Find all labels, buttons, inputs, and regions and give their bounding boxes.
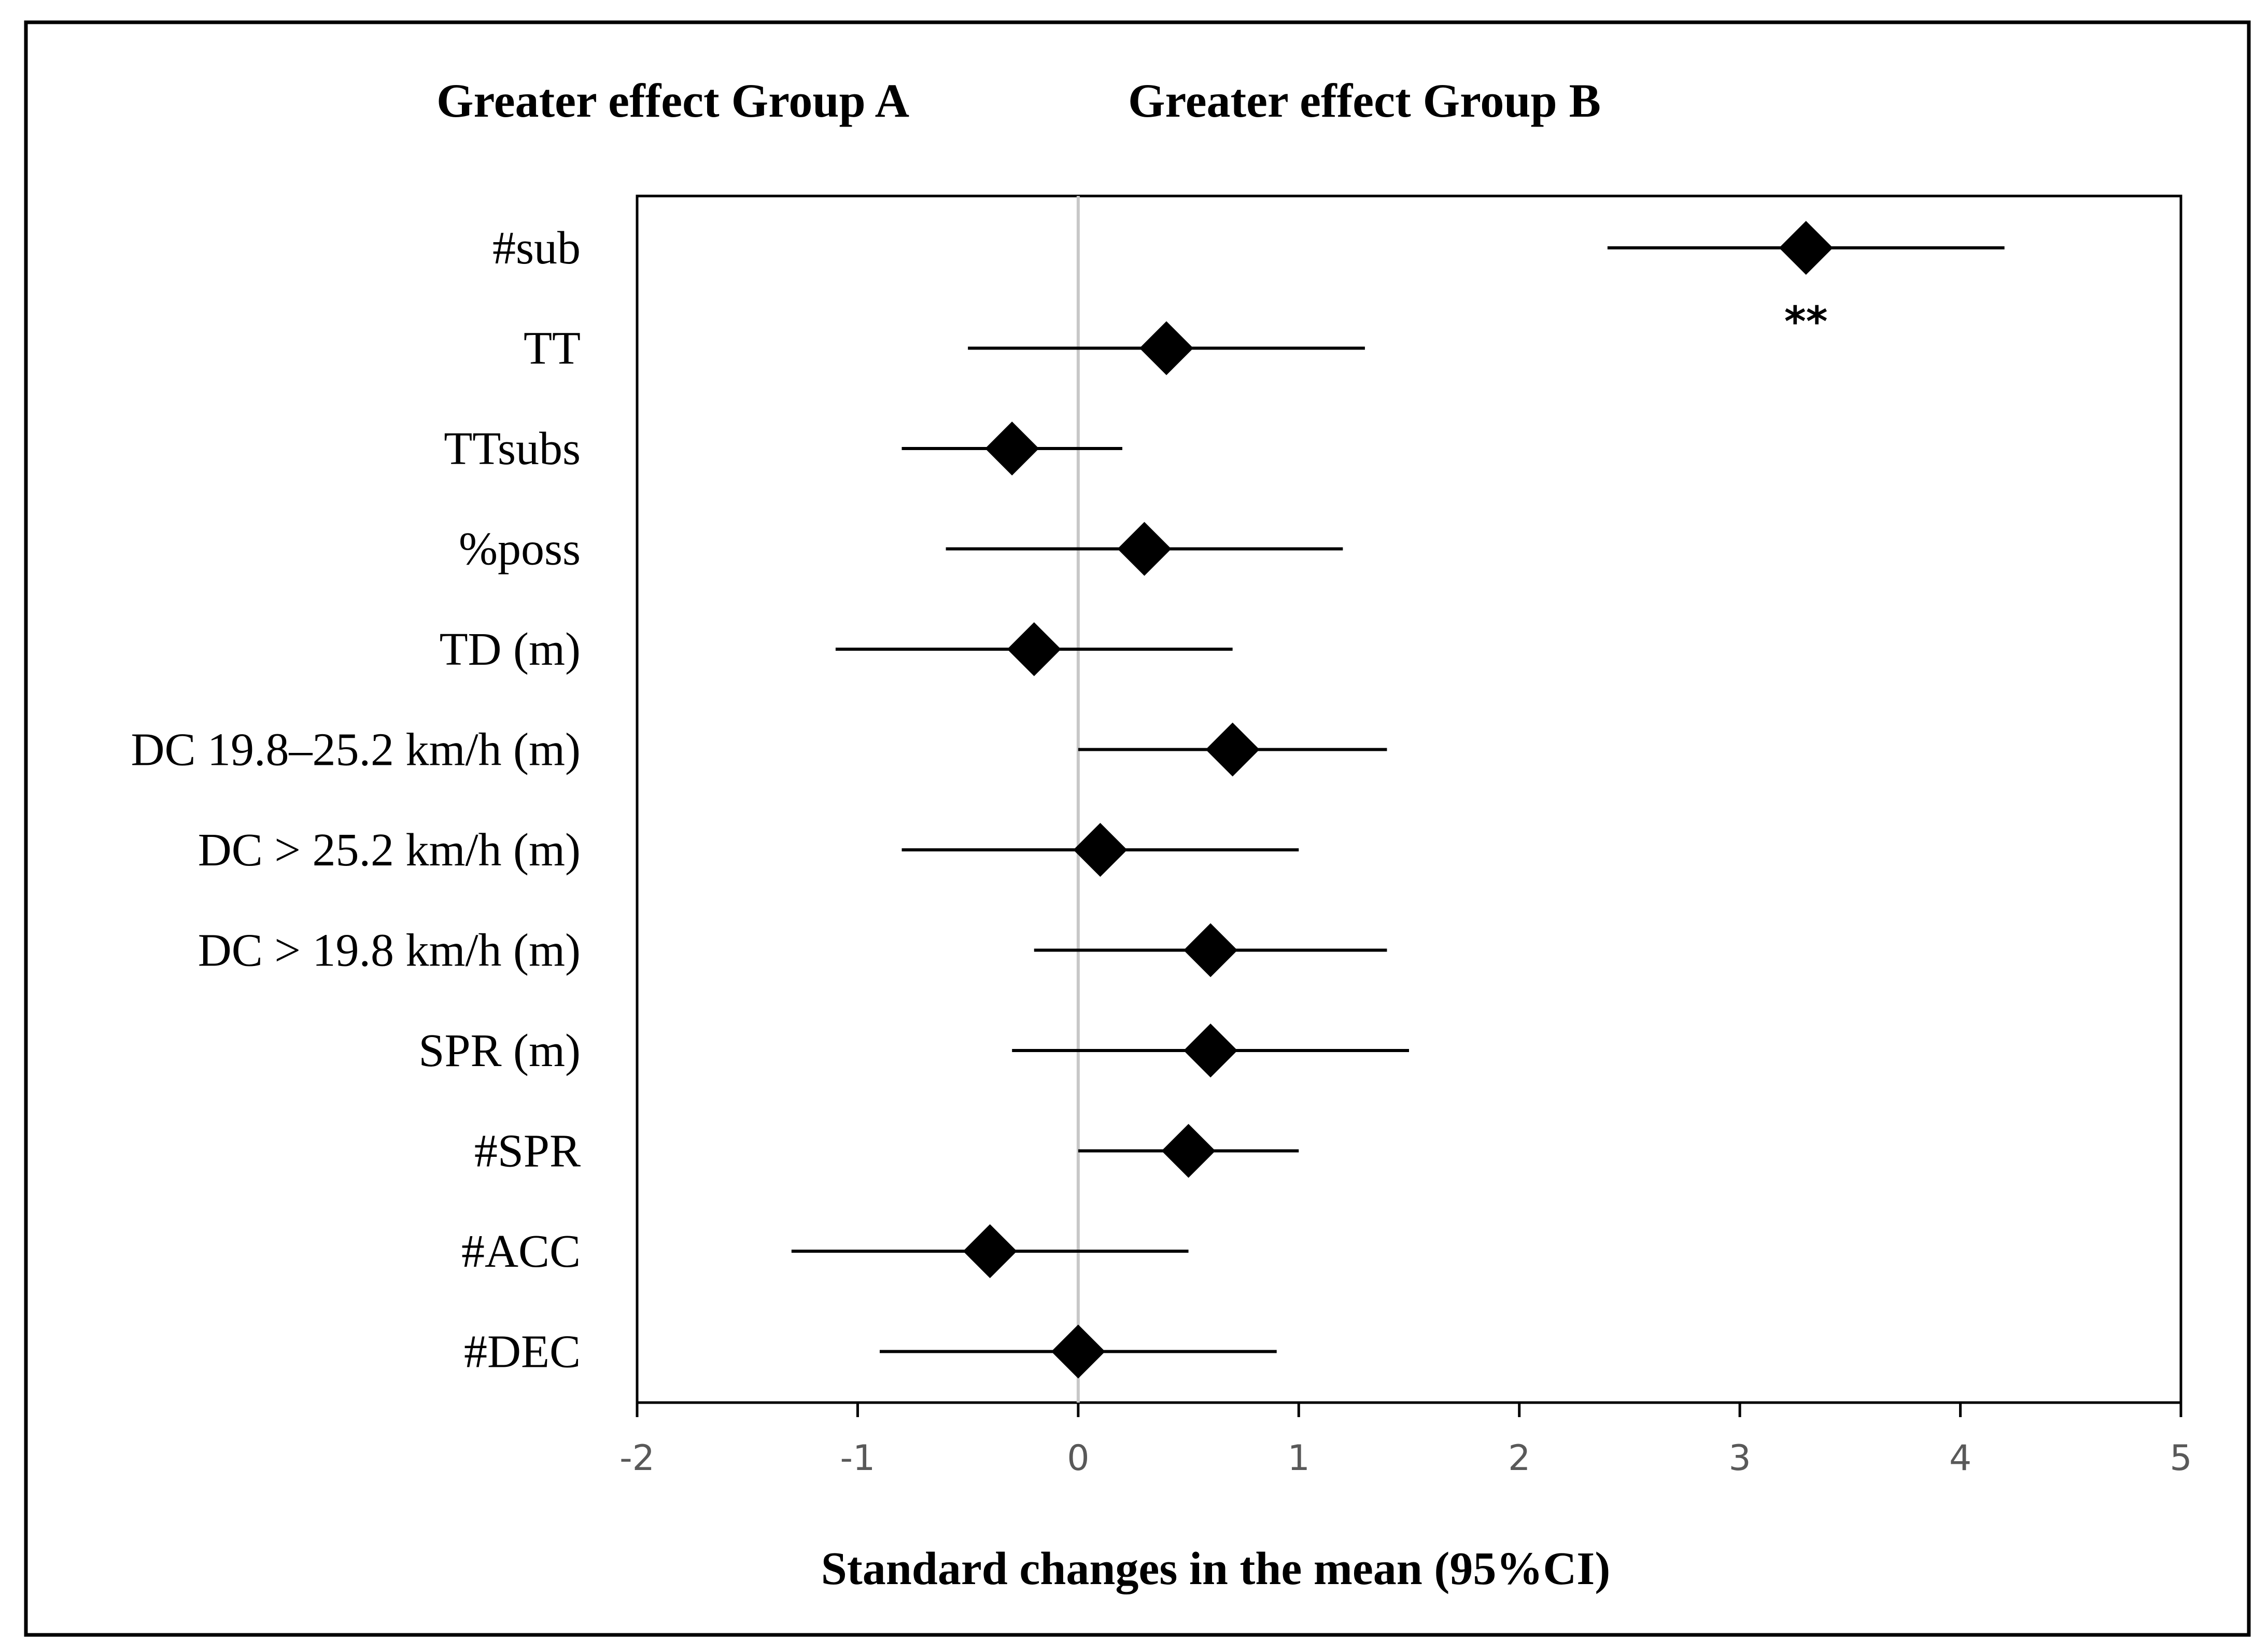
plot-area-border bbox=[636, 194, 2182, 1404]
x-tick-label: 4 bbox=[1949, 1438, 1971, 1479]
category-label: DC > 25.2 km/h (m) bbox=[198, 824, 581, 876]
x-axis-title: Standard changes in the mean (95%CI) bbox=[821, 1543, 1611, 1594]
outer-frame bbox=[24, 20, 2251, 1637]
mean-diamond-marker bbox=[985, 422, 1039, 475]
category-label: #DEC bbox=[464, 1326, 581, 1378]
mean-diamond-marker bbox=[963, 1224, 1017, 1278]
category-label: TT bbox=[524, 323, 581, 374]
mean-diamond-marker bbox=[1184, 923, 1238, 977]
mean-diamond-marker bbox=[1161, 1124, 1216, 1178]
mean-diamond-marker bbox=[1139, 321, 1194, 375]
category-label: DC > 19.8 km/h (m) bbox=[198, 925, 581, 976]
header-group-a: Greater effect Group A bbox=[436, 74, 909, 127]
mean-diamond-marker bbox=[1205, 722, 1260, 777]
x-tick-label: 0 bbox=[1067, 1438, 1089, 1479]
mean-diamond-marker bbox=[1779, 221, 1833, 275]
significance-annotation: ** bbox=[1784, 298, 1828, 346]
category-label: #ACC bbox=[461, 1226, 581, 1277]
mean-diamond-marker bbox=[1073, 823, 1128, 877]
category-label: SPR (m) bbox=[418, 1025, 581, 1076]
mean-diamond-marker bbox=[1007, 622, 1061, 676]
x-tick-label: 2 bbox=[1508, 1438, 1530, 1479]
header-group-b: Greater effect Group B bbox=[1128, 74, 1601, 127]
category-label: TTsubs bbox=[444, 423, 581, 474]
mean-diamond-marker bbox=[1117, 522, 1172, 576]
x-tick-label: -2 bbox=[619, 1438, 655, 1479]
x-tick-label: -1 bbox=[840, 1438, 876, 1479]
category-label: #sub bbox=[492, 222, 581, 274]
mean-diamond-marker bbox=[1184, 1024, 1238, 1077]
category-label: DC 19.8–25.2 km/h (m) bbox=[131, 724, 581, 776]
category-label: %poss bbox=[459, 524, 581, 575]
x-tick-label: 5 bbox=[2170, 1438, 2192, 1479]
x-tick-label: 1 bbox=[1288, 1438, 1310, 1479]
mean-diamond-marker bbox=[1051, 1324, 1105, 1379]
category-label: #SPR bbox=[474, 1126, 581, 1177]
category-label: TD (m) bbox=[440, 624, 581, 675]
x-tick-label: 3 bbox=[1729, 1438, 1751, 1479]
